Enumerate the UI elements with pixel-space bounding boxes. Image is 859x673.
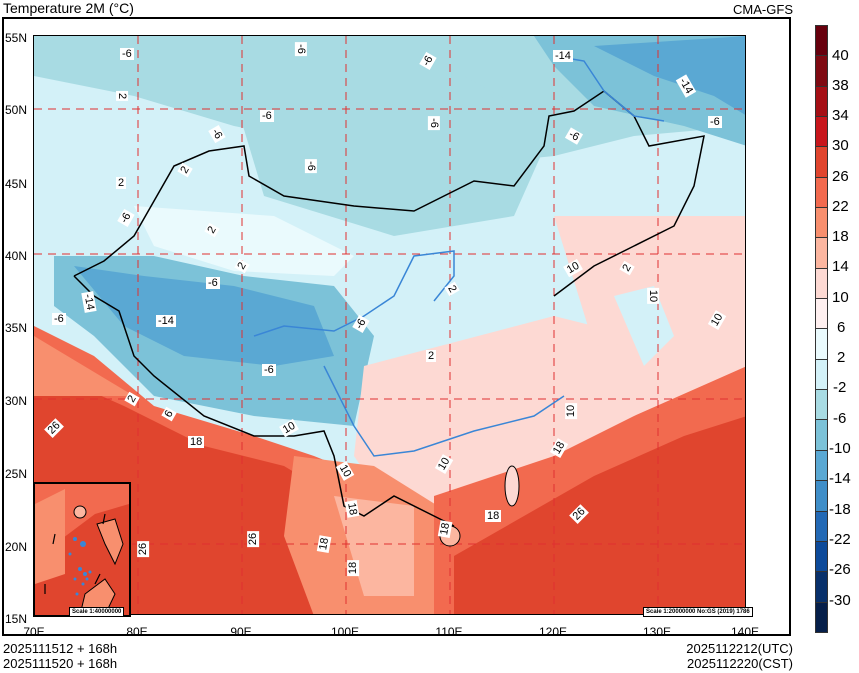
contour-label: -14	[156, 315, 176, 327]
contour-label: -6	[262, 364, 276, 376]
colorbar-label: 2	[837, 349, 846, 366]
lon-tick-140e: 140E	[730, 625, 760, 639]
lon-tick-130e: 130E	[642, 625, 672, 639]
valid-time-utc: 2025112212(UTC)	[686, 641, 793, 656]
contour-label: 2	[116, 90, 129, 102]
contour-label: -6	[52, 313, 66, 325]
colorbar-swatch	[816, 450, 827, 482]
model-source-label: CMA-GFS	[733, 2, 793, 17]
colorbar-swatch	[816, 420, 827, 451]
init-time-cst: 2025111520 + 168h	[3, 656, 118, 671]
colorbar-label: 6	[837, 319, 846, 336]
contour-label: 26	[247, 530, 260, 548]
colorbar-swatch	[816, 208, 827, 239]
contour-label: 2	[116, 177, 127, 189]
colorbar	[815, 25, 828, 633]
lat-tick-30n: 30N	[5, 394, 28, 408]
colorbar-label: -6	[833, 410, 847, 427]
lon-tick-80e: 80E	[126, 625, 148, 639]
temperature-map	[34, 36, 745, 614]
contour-label: 18	[347, 559, 360, 577]
colorbar-swatch	[816, 299, 827, 330]
lat-tick-15n: 15N	[5, 612, 28, 626]
colorbar-swatch	[816, 329, 827, 360]
lon-tick-100e: 100E	[330, 625, 360, 639]
contour-label: 26	[137, 540, 150, 558]
colorbar-label: -10	[829, 440, 851, 457]
colorbar-label: -30	[829, 592, 851, 609]
colorbar-label: 38	[832, 77, 849, 94]
lat-tick-25n: 25N	[5, 467, 28, 481]
colorbar-label: 40	[832, 47, 849, 64]
contour-label: -6	[708, 116, 722, 128]
colorbar-label: 22	[832, 198, 849, 215]
main-scale-label: Scale 1:20000000 No:GS (2019) 1786	[643, 607, 753, 617]
colorbar-swatch	[816, 177, 827, 209]
contour-label: -6	[304, 159, 317, 173]
map-plot-area	[33, 35, 746, 615]
colorbar-swatch	[816, 238, 827, 269]
colorbar-label: 26	[832, 168, 849, 185]
graticule	[34, 36, 745, 614]
colorbar-swatch	[816, 541, 827, 573]
colorbar-swatch	[816, 86, 827, 118]
colorbar-label: 34	[832, 107, 849, 124]
init-time-utc: 2025111512 + 168h	[3, 641, 118, 656]
lon-tick-70e: 70E	[23, 625, 45, 639]
lat-tick-20n: 20N	[5, 540, 28, 554]
contour-label: -6	[427, 116, 440, 130]
colorbar-label: -18	[829, 501, 851, 518]
contour-label: 2	[426, 350, 437, 362]
lat-tick-40n: 40N	[5, 249, 28, 263]
colorbar-label: 18	[832, 228, 849, 245]
chart-title: Temperature 2M (°C)	[3, 0, 134, 16]
lat-tick-35n: 35N	[5, 321, 28, 335]
colorbar-swatch	[816, 572, 827, 603]
colorbar-swatch	[816, 56, 827, 87]
colorbar-swatch	[816, 26, 827, 57]
colorbar-swatch	[816, 602, 827, 632]
colorbar-label: 30	[832, 137, 849, 154]
colorbar-swatch	[816, 117, 827, 148]
lat-tick-55n: 55N	[5, 31, 28, 45]
contour-label: 10	[647, 287, 660, 305]
contour-label: 18	[485, 510, 502, 522]
contour-label: 18	[344, 499, 360, 519]
contour-label: 10	[565, 402, 578, 420]
lon-tick-110e: 110E	[435, 625, 463, 639]
lat-tick-45n: 45N	[5, 177, 28, 191]
colorbar-label: -2	[833, 379, 847, 396]
colorbar-label: -26	[829, 561, 851, 578]
colorbar-swatch	[816, 268, 827, 300]
colorbar-label: -22	[829, 531, 851, 548]
contour-label: -6	[120, 48, 134, 60]
colorbar-swatch	[816, 147, 827, 178]
colorbar-swatch	[816, 481, 827, 512]
colorbar-label: -14	[829, 470, 851, 487]
inset-scale-label: Scale 1:40000000	[69, 607, 125, 617]
valid-time-cst: 2025112220(CST)	[687, 656, 793, 671]
lon-tick-90e: 90E	[230, 625, 252, 639]
contour-label: -6	[294, 42, 307, 56]
contour-label: 18	[188, 436, 205, 448]
contour-label: -14	[553, 50, 573, 62]
contour-label: -6	[206, 277, 220, 289]
colorbar-label: 10	[832, 289, 849, 306]
lat-tick-50n: 50N	[5, 103, 28, 117]
contour-label: -6	[260, 110, 274, 122]
colorbar-swatch	[816, 511, 827, 542]
colorbar-swatch	[816, 390, 827, 421]
colorbar-swatch	[816, 359, 827, 391]
lon-tick-120e: 120E	[538, 625, 568, 639]
south-china-sea-inset	[33, 482, 131, 617]
colorbar-label: 14	[832, 258, 849, 275]
